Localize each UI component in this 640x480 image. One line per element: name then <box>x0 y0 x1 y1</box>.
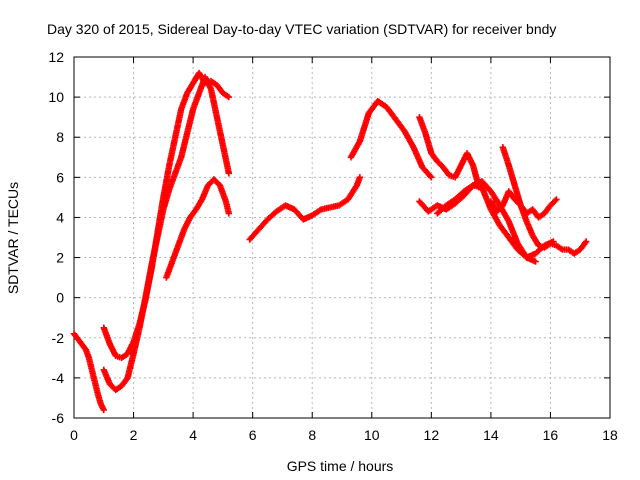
data-marks <box>70 69 590 414</box>
y-tick-label: 12 <box>48 49 64 65</box>
track-2 <box>100 69 233 362</box>
data-point <box>553 196 560 203</box>
data-marker <box>427 172 434 180</box>
data-point <box>532 258 539 265</box>
y-tick-label: 10 <box>48 89 64 105</box>
x-tick-label: 18 <box>602 427 618 443</box>
x-tick-label: 6 <box>249 427 257 443</box>
grid <box>74 57 610 418</box>
y-tick-label: 4 <box>56 209 64 225</box>
track-1 <box>70 330 107 414</box>
track-11 <box>487 188 560 221</box>
data-point <box>225 170 233 177</box>
x-tick-label: 2 <box>130 427 138 443</box>
x-tick-label: 14 <box>483 427 499 443</box>
plot-frame <box>73 56 611 419</box>
data-point <box>225 93 233 101</box>
data-point <box>356 174 364 181</box>
x-tick-label: 12 <box>424 427 440 443</box>
y-axis-label: SDTVAR / TECUs <box>5 182 21 294</box>
data-point <box>100 406 107 414</box>
x-tick-label: 16 <box>543 427 559 443</box>
data-point <box>582 238 590 245</box>
y-tick-label: -4 <box>52 370 65 386</box>
data-point <box>225 210 233 217</box>
track-6 <box>347 97 435 181</box>
track-5 <box>246 174 364 243</box>
x-axis-label: GPS time / hours <box>287 458 394 474</box>
chart-title: Day 320 of 2015, Sidereal Day-to-day VTE… <box>47 21 556 37</box>
track-3 <box>100 73 233 394</box>
y-tick-label: 6 <box>56 169 64 185</box>
data-marker <box>552 197 559 204</box>
y-tick-label: 8 <box>56 129 64 145</box>
y-tick-label: -6 <box>52 410 65 426</box>
data-point <box>428 174 435 181</box>
y-tick-label: 0 <box>56 290 64 306</box>
ticks: 0 2 4 6 8 10 12 14 16 18 -6 -4 -2 0 2 4 6 8 10 12 <box>48 49 618 443</box>
track-4 <box>163 176 233 281</box>
y-tick-label: -2 <box>52 330 65 346</box>
x-tick-label: 0 <box>70 427 78 443</box>
track-7 <box>416 113 483 191</box>
x-tick-label: 4 <box>189 427 197 443</box>
x-tick-label: 10 <box>364 427 380 443</box>
x-tick-label: 8 <box>308 427 316 443</box>
y-tick-label: 2 <box>56 250 64 266</box>
track-8 <box>416 182 557 261</box>
